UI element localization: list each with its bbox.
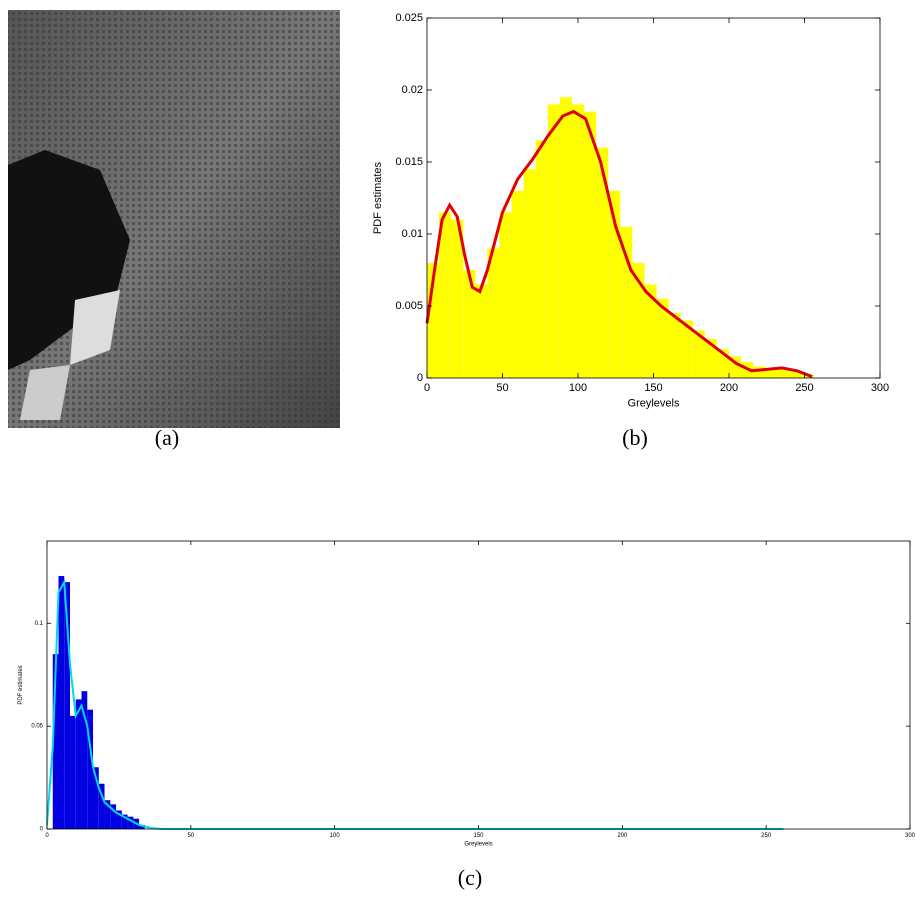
bar	[789, 370, 802, 378]
bar	[608, 190, 621, 378]
x-tick-label: 200	[617, 833, 628, 839]
bar	[463, 270, 476, 378]
bar	[535, 140, 548, 378]
bar	[139, 824, 145, 829]
bar	[511, 190, 524, 378]
y-tick-label: 0.02	[402, 84, 423, 96]
bar	[765, 367, 778, 378]
aerial-image	[8, 10, 340, 428]
bar	[547, 104, 560, 379]
bar	[596, 147, 609, 378]
bar	[584, 111, 597, 378]
y-tick-label: 0.05	[31, 724, 43, 730]
bar	[777, 367, 790, 378]
x-tick-label: 200	[720, 382, 738, 394]
x-axis-label: Greylevels	[464, 841, 492, 847]
bar	[70, 715, 76, 829]
bar	[93, 767, 99, 829]
x-tick-label: 50	[496, 382, 508, 394]
bar	[75, 699, 82, 829]
caption: (c)	[458, 865, 482, 890]
bar	[668, 313, 681, 378]
x-tick-label: 0	[45, 833, 49, 839]
bar	[451, 219, 464, 378]
y-tick-label: 0.1	[35, 621, 44, 627]
bar	[487, 248, 500, 378]
bar	[644, 284, 657, 378]
bar	[475, 284, 488, 378]
plot-area	[47, 541, 910, 829]
bar	[704, 339, 717, 378]
bar	[98, 783, 105, 829]
bar	[692, 330, 705, 378]
x-tick-label: 100	[330, 833, 341, 839]
bar	[58, 575, 65, 829]
x-axis-label: Greylevels	[628, 397, 680, 409]
x-tick-label: 100	[569, 382, 587, 394]
y-tick-label: 0.005	[395, 300, 423, 312]
bar	[81, 691, 88, 829]
x-tick-label: 0	[424, 382, 430, 394]
bar	[559, 97, 572, 378]
bar	[127, 816, 134, 829]
x-tick-label: 250	[795, 382, 813, 394]
x-tick-label: 300	[871, 382, 889, 394]
x-tick-label: 150	[473, 833, 484, 839]
x-tick-label: 150	[644, 382, 662, 394]
bar	[753, 366, 766, 378]
y-tick-label: 0	[40, 827, 44, 833]
bar	[52, 654, 59, 829]
bar	[523, 169, 536, 378]
bar	[439, 212, 452, 378]
y-axis-label: PDF estimates	[18, 665, 24, 704]
caption: (a)	[155, 425, 179, 450]
x-tick-label: 250	[761, 833, 772, 839]
bar	[64, 582, 71, 829]
bar	[680, 320, 693, 378]
bar	[87, 709, 94, 829]
bar	[499, 212, 512, 378]
bar	[571, 104, 585, 379]
bar	[116, 810, 122, 829]
bar	[632, 262, 645, 378]
bar	[801, 375, 814, 378]
y-tick-label: 0	[417, 372, 423, 384]
bar	[110, 804, 117, 829]
y-axis-label: PDF estimates	[372, 161, 384, 234]
caption: (b)	[622, 425, 648, 450]
y-tick-label: 0.015	[395, 156, 423, 168]
bar	[104, 800, 111, 829]
x-tick-label: 50	[187, 833, 194, 839]
bar	[121, 814, 128, 829]
density-line	[425, 109, 813, 378]
y-tick-label: 0.01	[402, 228, 423, 240]
x-tick-label: 300	[905, 833, 915, 839]
y-tick-label: 0.025	[395, 12, 423, 24]
bar	[656, 298, 669, 378]
